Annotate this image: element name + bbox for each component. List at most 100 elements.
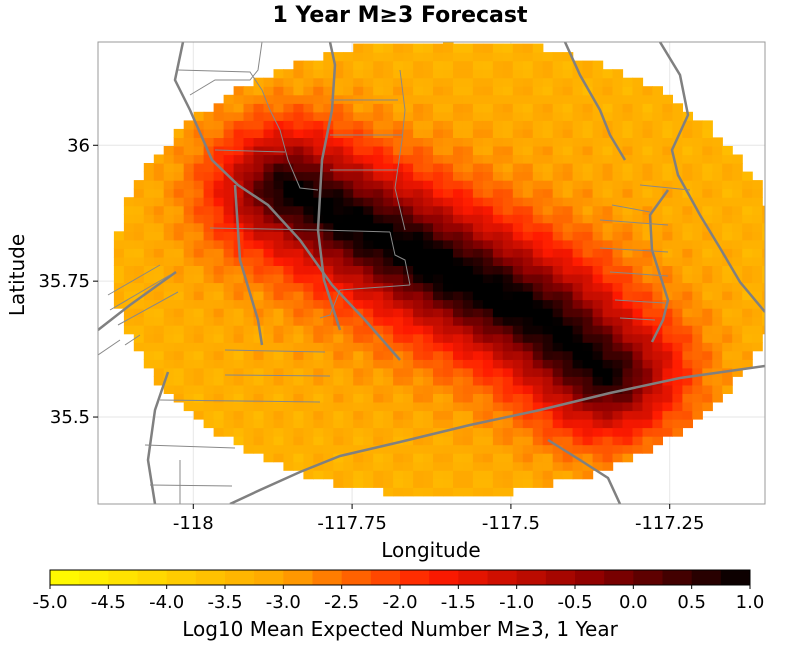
heatmap-cell xyxy=(313,163,324,173)
heatmap-cell xyxy=(203,393,215,403)
heatmap-cell xyxy=(612,103,624,113)
heatmap-cell xyxy=(213,384,225,394)
heatmap-cell xyxy=(293,333,304,343)
heatmap-cell xyxy=(492,402,504,412)
heatmap-cell xyxy=(373,350,384,360)
heatmap-cell xyxy=(522,137,534,147)
heatmap-cell xyxy=(233,128,245,138)
heatmap-cell xyxy=(323,265,334,275)
heatmap-cell xyxy=(303,359,314,369)
heatmap-cell xyxy=(562,231,574,241)
heatmap-cell xyxy=(403,43,414,53)
heatmap-cell xyxy=(572,111,584,121)
heatmap-cell xyxy=(133,256,145,266)
heatmap-cell xyxy=(333,111,344,121)
heatmap-cell xyxy=(722,308,733,318)
heatmap-cell xyxy=(183,146,195,156)
heatmap-cell xyxy=(433,367,444,377)
heatmap-cell xyxy=(532,188,544,198)
heatmap-cell xyxy=(602,453,614,463)
heatmap-cell xyxy=(632,256,644,266)
heatmap-cell xyxy=(183,222,195,232)
heatmap-cell xyxy=(482,180,494,190)
heatmap-cell xyxy=(682,376,693,386)
heatmap-cell xyxy=(632,436,644,446)
heatmap-cell xyxy=(323,128,334,138)
heatmap-cell xyxy=(472,188,484,198)
heatmap-cell xyxy=(333,265,344,275)
heatmap-cell xyxy=(233,384,245,394)
heatmap-cell xyxy=(642,248,654,258)
heatmap-cell xyxy=(502,410,514,420)
heatmap-cell xyxy=(632,180,644,190)
heatmap-cell xyxy=(692,171,703,181)
heatmap-cell xyxy=(213,419,225,429)
heatmap-cell xyxy=(323,154,334,164)
heatmap-cell xyxy=(492,94,504,104)
heatmap-cell xyxy=(263,77,275,87)
heatmap-cell xyxy=(742,308,753,318)
heatmap-cell xyxy=(343,402,354,412)
heatmap-cell xyxy=(203,402,215,412)
heatmap-cell xyxy=(203,333,215,343)
heatmap-cell xyxy=(193,137,205,147)
heatmap-cell xyxy=(512,248,524,258)
heatmap-cell xyxy=(582,342,594,352)
heatmap-cell xyxy=(293,69,304,79)
heatmap-cell xyxy=(293,359,304,369)
heatmap-cell xyxy=(712,342,723,352)
heatmap-cell xyxy=(343,205,354,215)
heatmap-cell xyxy=(532,299,544,309)
heatmap-cell xyxy=(722,146,733,156)
heatmap-cell xyxy=(562,256,574,266)
heatmap-cell xyxy=(462,393,474,403)
heatmap-cell xyxy=(642,350,654,360)
heatmap-cell xyxy=(223,299,235,309)
heatmap-cell xyxy=(143,359,155,369)
heatmap-cell xyxy=(502,163,514,173)
heatmap-cell xyxy=(193,265,205,275)
heatmap-cell xyxy=(682,359,693,369)
heatmap-cell xyxy=(443,308,454,318)
heatmap-cell xyxy=(383,111,394,121)
heatmap-cell xyxy=(443,316,454,326)
heatmap-cell xyxy=(413,69,424,79)
heatmap-cell xyxy=(742,299,753,309)
heatmap-cell xyxy=(582,470,594,480)
heatmap-cell xyxy=(283,214,294,224)
heatmap-cell xyxy=(183,384,195,394)
heatmap-cell xyxy=(363,299,374,309)
heatmap-cell xyxy=(223,359,235,369)
heatmap-cell xyxy=(722,384,733,394)
heatmap-cell xyxy=(293,111,304,121)
heatmap-cell xyxy=(472,316,484,326)
heatmap-cell xyxy=(482,111,494,121)
heatmap-cell xyxy=(522,444,534,454)
heatmap-cell xyxy=(403,180,414,190)
heatmap-cell xyxy=(472,103,484,113)
heatmap-cell xyxy=(433,180,444,190)
heatmap-cell xyxy=(522,282,534,292)
heatmap-cell xyxy=(403,325,414,335)
heatmap-cell xyxy=(253,291,265,301)
heatmap-cell xyxy=(323,333,334,343)
heatmap-cell xyxy=(343,171,354,181)
heatmap-cell xyxy=(173,316,185,326)
heatmap-cell xyxy=(433,231,444,241)
heatmap-cell xyxy=(462,180,474,190)
colorbar-segment xyxy=(79,570,109,585)
heatmap-cell xyxy=(652,376,663,386)
heatmap-cell xyxy=(403,419,414,429)
heatmap-cell xyxy=(592,402,604,412)
heatmap-cell xyxy=(453,419,464,429)
heatmap-cell xyxy=(722,214,733,224)
heatmap-cell xyxy=(443,43,454,53)
heatmap-cell xyxy=(692,342,703,352)
heatmap-cell xyxy=(462,291,474,301)
heatmap-cell xyxy=(353,205,364,215)
heatmap-cell xyxy=(532,69,544,79)
heatmap-cell xyxy=(323,146,334,156)
heatmap-cell xyxy=(562,461,574,471)
heatmap-cell xyxy=(413,436,424,446)
heatmap-cell xyxy=(612,427,624,437)
